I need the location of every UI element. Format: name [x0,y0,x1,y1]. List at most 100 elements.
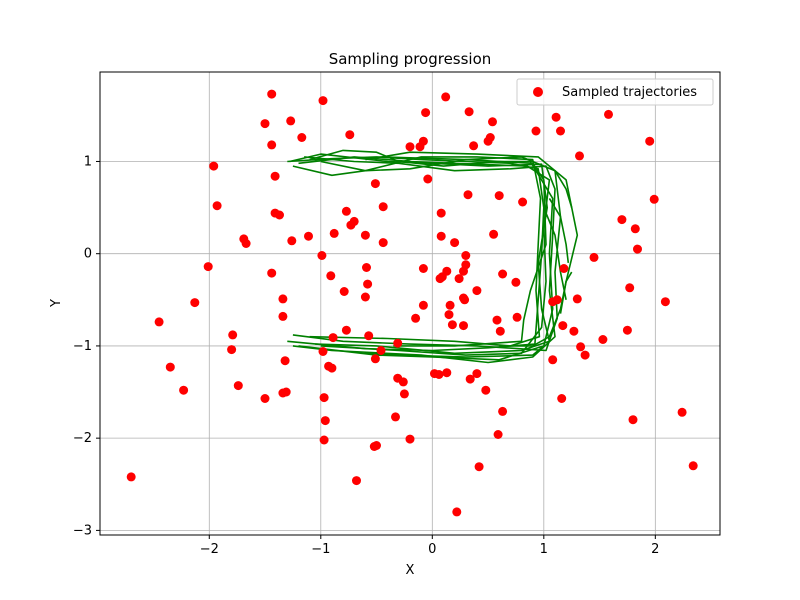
sample-point [604,109,613,119]
sample-point [572,294,582,304]
sample-point [370,179,380,189]
sample-point [464,107,474,117]
trajectory-path [289,153,551,355]
trajectory-path [292,156,556,364]
sample-point [360,230,370,240]
sample-point [372,441,381,450]
sample-point [495,326,505,336]
sample-point [345,130,355,140]
sample-point [494,191,504,201]
sample-point [270,171,280,181]
legend-marker [533,87,543,97]
sample-point [190,298,200,308]
x-tick-label: 0 [428,542,436,557]
sample-point [485,133,495,142]
sample-point [452,507,462,517]
sample-point [319,435,329,445]
sample-point [260,119,270,129]
sample-point [518,197,528,207]
x-tick-label: 1 [540,542,548,557]
sample-point [434,370,444,379]
sample-point [444,310,454,320]
sample-point [341,325,351,335]
sample-point [576,342,586,352]
y-tick-label: −1 [73,339,92,354]
sample-point [391,412,400,422]
sample-point [511,277,521,287]
x-tick-label: −2 [200,542,219,557]
trajectory-path [548,197,570,263]
sample-point [558,321,568,331]
sample-point [154,317,164,327]
sample-point [319,393,329,403]
trajectory-path [298,149,554,361]
trajectory-path [365,151,579,314]
ticks: −2 −1 0 1 2 −3 −2 −1 0 1 [73,154,660,557]
legend-box [516,78,714,106]
sample-point [418,136,428,146]
sample-point [278,294,288,304]
trajectory-path [292,156,542,347]
sample-point [278,311,288,321]
sample-point [548,355,558,365]
sample-point [445,300,455,310]
sample-point [463,190,473,200]
y-tick-label: −2 [73,431,92,446]
sample-point [318,347,328,356]
sample-point [267,89,277,99]
sample-points [126,89,698,517]
trajectory-path [292,156,562,352]
sample-point [442,368,452,378]
sample-point [472,286,482,296]
sample-point [393,338,403,348]
y-axis-label: Y [49,299,64,308]
sample-point [421,108,431,118]
sample-point [203,262,213,272]
sample-point [633,244,642,254]
trajectory-path [365,345,545,358]
sample-point [465,374,475,384]
sample-point [267,268,277,278]
sample-point [349,216,359,226]
sample-point [267,140,277,150]
sample-point [209,161,219,171]
x-axis-label: X [406,563,415,578]
chart-title: Sampling progression [329,50,492,68]
sample-point [328,333,338,343]
sample-point [617,215,627,225]
sample-point [481,385,491,395]
sample-point [241,239,251,248]
sample-point [498,269,508,279]
sample-point [493,430,503,439]
sample-point [436,231,446,241]
legend-label: Sampled trajectories [562,85,697,100]
sample-point [341,206,351,216]
sample-point [399,389,409,399]
sample-point [557,394,567,403]
x-tick-label: 2 [651,542,659,557]
sample-point [492,315,502,325]
sample-point [645,136,655,146]
sample-point [450,238,460,248]
y-tick-label: −3 [73,523,92,538]
sample-point [360,292,370,302]
sample-point [512,312,522,322]
sample-point [418,300,428,310]
sample-point [228,330,238,340]
sample-point [165,362,175,372]
sample-point [461,251,471,260]
sample-point [179,385,189,395]
sample-point [551,112,561,122]
sample-point [630,224,640,234]
sample-point [378,238,388,248]
sample-point [378,202,388,212]
sample-point [488,117,497,127]
sample-point [469,141,479,151]
sample-point [649,194,659,204]
sample-point [405,434,415,444]
sample-point [405,142,415,152]
sample-point [362,263,371,272]
sample-point [339,287,349,296]
